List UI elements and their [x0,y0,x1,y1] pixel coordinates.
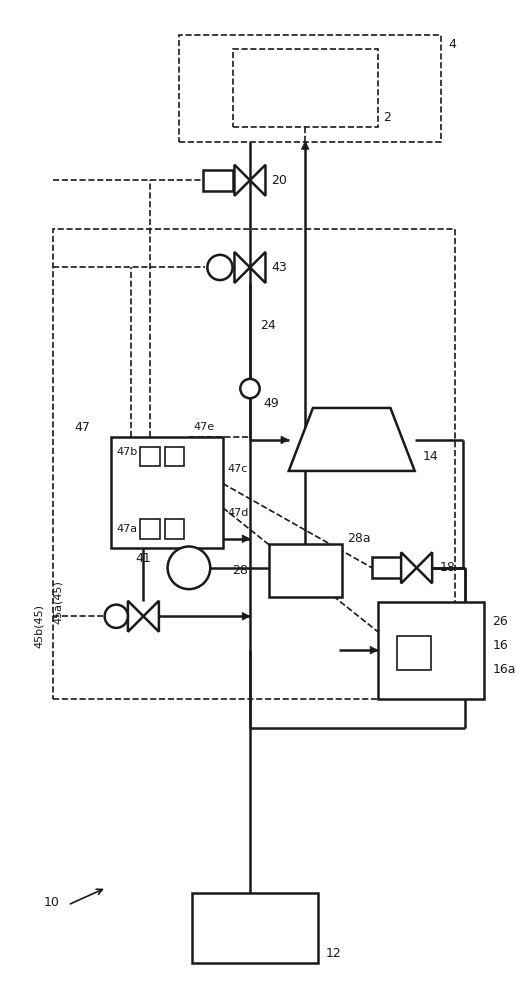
Bar [203,170,233,191]
Text: 47b: 47b [116,447,138,457]
Circle shape [207,255,233,280]
Polygon shape [250,165,265,196]
Text: 14: 14 [423,450,438,463]
Polygon shape [234,252,250,283]
Text: 49: 49 [264,397,279,410]
Text: 4: 4 [448,38,457,51]
Circle shape [105,605,128,628]
Text: 47c: 47c [228,464,248,474]
Text: 41: 41 [136,552,151,565]
Polygon shape [289,408,415,471]
Polygon shape [416,552,432,583]
Text: 12: 12 [326,947,341,960]
Polygon shape [242,535,250,543]
Polygon shape [250,252,265,283]
Text: 16a: 16a [492,663,515,676]
Polygon shape [281,436,289,444]
Bar [53,229,456,699]
Text: 47e: 47e [194,422,215,432]
Text: 2: 2 [383,111,391,124]
Text: 20: 20 [271,174,287,187]
Text: 26: 26 [492,615,508,628]
Polygon shape [143,601,159,632]
Text: 45a(45): 45a(45) [53,580,63,624]
Bar [179,35,441,142]
Text: 43: 43 [271,261,287,274]
Text: 24: 24 [260,319,276,332]
Text: 47a: 47a [116,524,137,534]
Text: 47: 47 [75,421,90,434]
Bar [233,49,378,127]
Text: 47d: 47d [228,508,249,518]
Polygon shape [234,165,250,196]
Text: 10: 10 [43,896,59,909]
Bar [378,602,485,699]
Text: 16: 16 [492,639,508,652]
Bar [165,447,184,466]
Polygon shape [242,612,250,620]
Bar [269,544,342,597]
Polygon shape [401,552,416,583]
Bar [140,519,160,539]
Text: 45b(45): 45b(45) [34,604,44,648]
Bar [140,447,160,466]
Bar [192,893,318,963]
Polygon shape [370,646,378,654]
Bar [372,557,401,578]
Text: 28a: 28a [347,532,370,545]
Circle shape [240,379,260,398]
Bar [111,437,223,548]
Text: PT: PT [182,563,196,573]
Bar [165,519,184,539]
Bar [397,636,431,670]
Polygon shape [301,142,309,149]
Circle shape [168,547,210,589]
Text: 28: 28 [233,564,248,577]
Text: 18: 18 [440,561,456,574]
Polygon shape [128,601,143,632]
